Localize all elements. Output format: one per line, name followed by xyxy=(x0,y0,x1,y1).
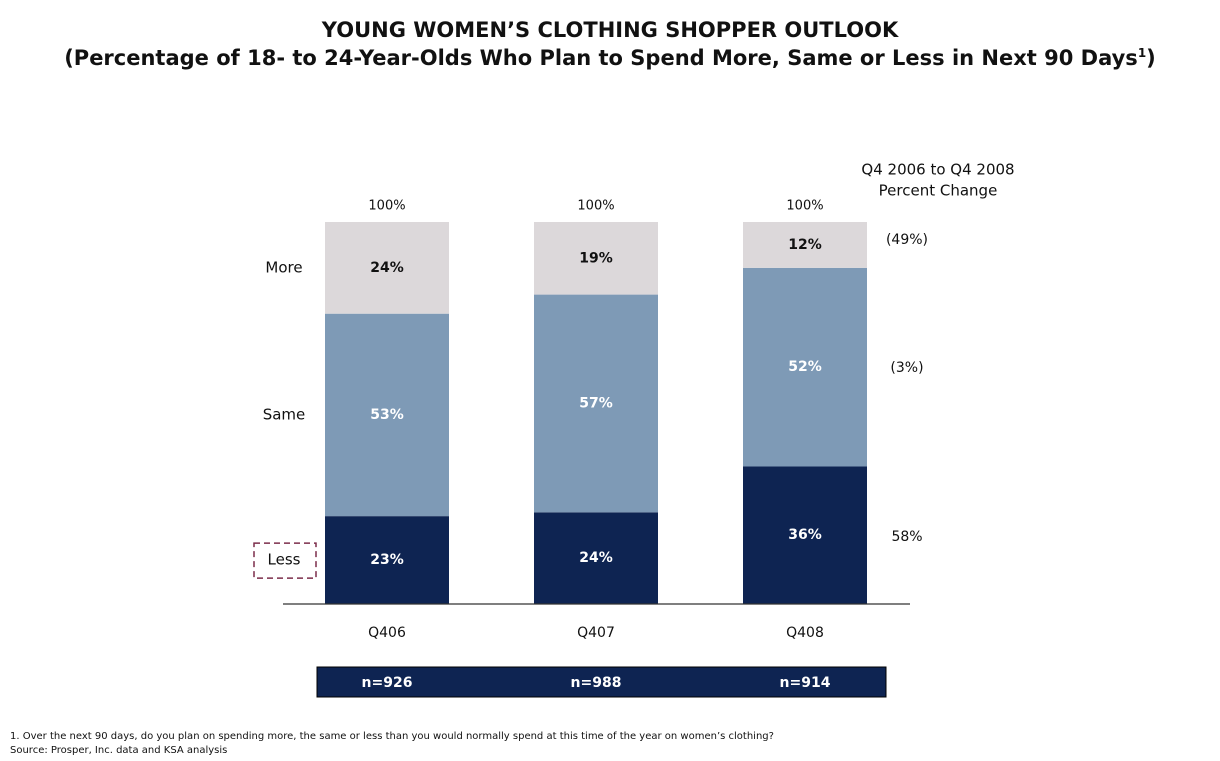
sample-size-band xyxy=(316,666,887,698)
data-label-less-q408: 36% xyxy=(788,527,822,543)
total-label-q406: 100% xyxy=(368,199,405,214)
chart-subtitle-text: (Percentage of 18- to 24-Year-Olds Who P… xyxy=(64,46,1138,70)
stacked-bar-chart: 23% 53% 24% 100% Q406 24% 57% 19% 100% Q407 36% 52%… xyxy=(253,161,1015,698)
bar-segment-same-q407 xyxy=(534,294,658,513)
percent-change-same: (3%) xyxy=(890,360,923,376)
sample-size-q407: n=988 xyxy=(571,675,622,691)
data-label-more-q406: 24% xyxy=(370,260,404,276)
data-label-same-q406: 53% xyxy=(370,407,404,423)
sample-size-q406: n=926 xyxy=(362,675,413,691)
percent-change-header-line2: Percent Change xyxy=(879,182,998,200)
footnote-question: 1. Over the next 90 days, do you plan on… xyxy=(10,731,774,742)
bar-segment-less-q408 xyxy=(743,466,867,604)
subtitle-footnote-marker: 1 xyxy=(1137,46,1147,60)
percent-change-less: 58% xyxy=(891,529,922,545)
data-label-more-q407: 19% xyxy=(579,250,613,266)
bar-segment-more-q406 xyxy=(325,222,449,314)
bar-segment-more-q408 xyxy=(743,222,867,268)
x-tick-label-q407: Q407 xyxy=(577,625,615,641)
data-label-less-q406: 23% xyxy=(370,552,404,568)
percent-change-more: (49%) xyxy=(886,232,928,248)
bar-segment-less-q406 xyxy=(325,516,449,604)
total-label-q407: 100% xyxy=(577,199,614,214)
data-label-same-q408: 52% xyxy=(788,359,822,375)
data-label-more-q408: 12% xyxy=(788,237,822,253)
bar-segment-more-q407 xyxy=(534,222,658,295)
bar-segment-same-q408 xyxy=(743,267,867,467)
chart-title: YOUNG WOMEN’S CLOTHING SHOPPER OUTLOOK xyxy=(321,18,899,42)
row-label-same: Same xyxy=(263,405,306,423)
bar-segment-same-q406 xyxy=(325,313,449,517)
bar-segment-less-q407 xyxy=(534,512,658,604)
data-label-less-q407: 24% xyxy=(579,550,613,566)
data-label-same-q407: 57% xyxy=(579,395,613,411)
row-label-more: More xyxy=(265,258,302,276)
x-tick-label-q406: Q406 xyxy=(368,625,406,641)
sample-size-q408: n=914 xyxy=(780,675,831,691)
x-tick-label-q408: Q408 xyxy=(786,625,824,641)
footnote-source: Source: Prosper, Inc. data and KSA analy… xyxy=(10,745,228,756)
chart-subtitle: (Percentage of 18- to 24-Year-Olds Who P… xyxy=(64,46,1156,70)
less-highlight-box xyxy=(253,542,317,579)
total-label-q408: 100% xyxy=(786,199,823,214)
percent-change-header-line1: Q4 2006 to Q4 2008 xyxy=(861,161,1014,179)
row-label-less: Less xyxy=(268,551,301,569)
